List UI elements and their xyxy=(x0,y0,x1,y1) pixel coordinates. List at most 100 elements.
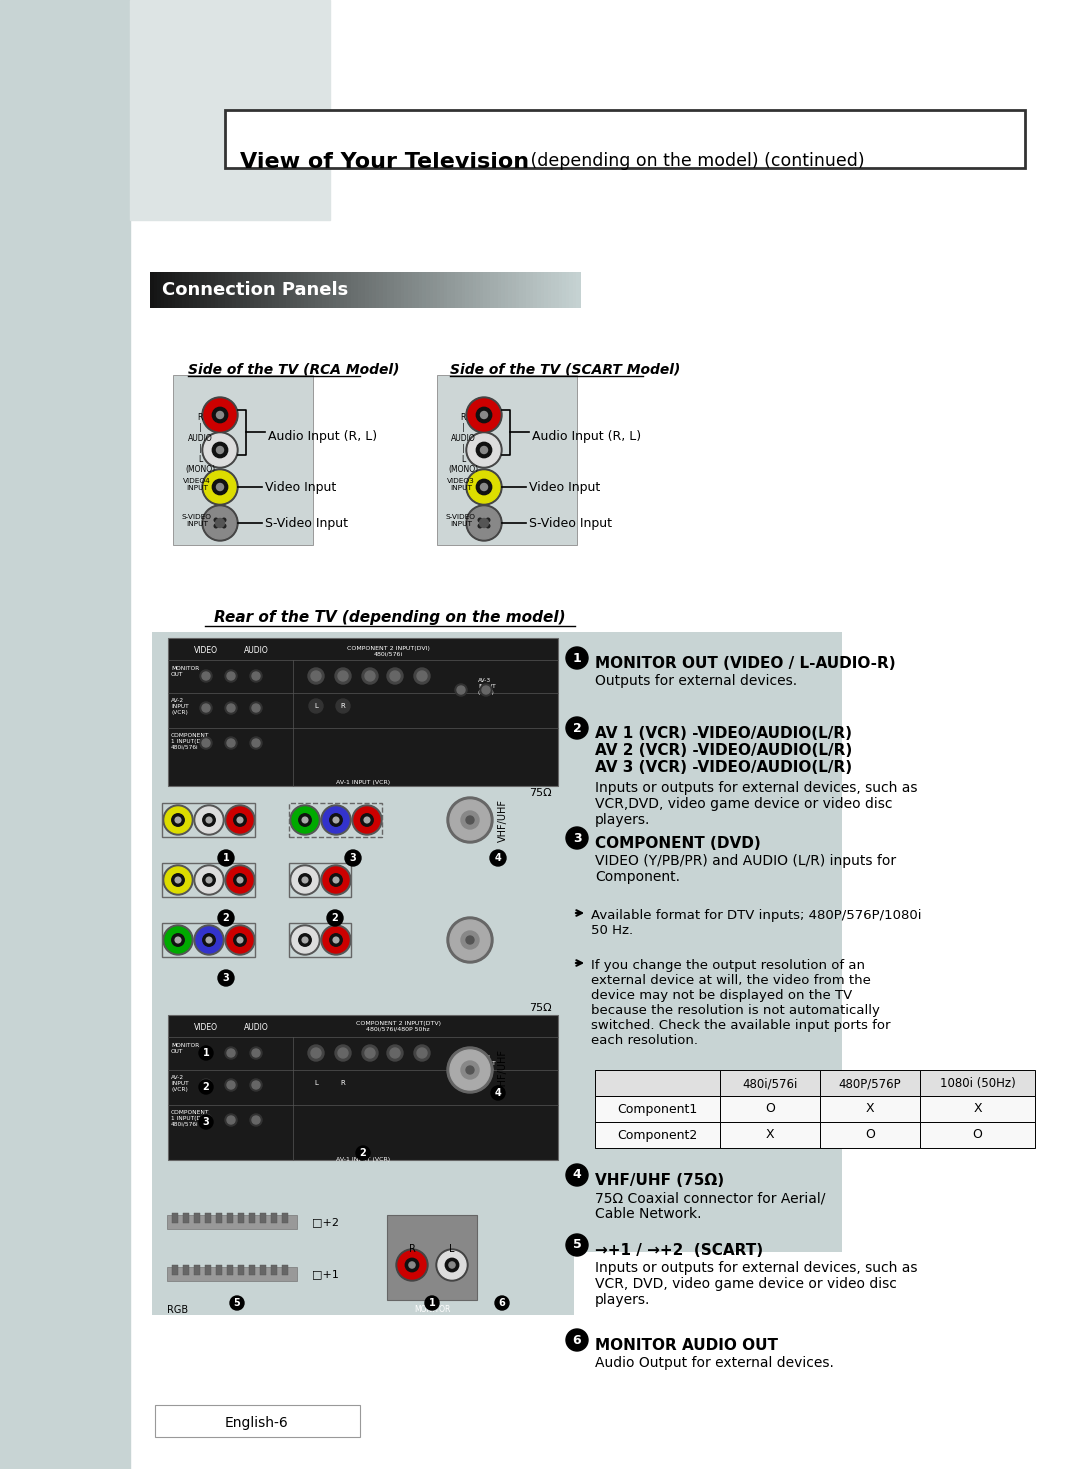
Bar xyxy=(289,804,382,837)
Circle shape xyxy=(165,867,191,893)
Text: MONITOR AUDIO OUT: MONITOR AUDIO OUT xyxy=(595,1338,778,1353)
Text: 1: 1 xyxy=(203,1047,210,1058)
Circle shape xyxy=(199,1115,213,1130)
Bar xyxy=(167,1266,297,1281)
Text: R
|
AUDIO
|
L
(MONO): R | AUDIO | L (MONO) xyxy=(185,413,215,474)
Circle shape xyxy=(468,472,500,502)
Bar xyxy=(526,272,531,308)
Circle shape xyxy=(321,865,351,895)
Bar xyxy=(200,272,205,308)
Circle shape xyxy=(566,646,588,668)
Circle shape xyxy=(249,702,262,714)
Bar xyxy=(249,1213,255,1224)
Bar xyxy=(394,272,399,308)
Circle shape xyxy=(481,483,487,491)
Text: AV-1 INPUT (VCR): AV-1 INPUT (VCR) xyxy=(336,780,390,784)
Circle shape xyxy=(214,524,218,527)
Bar xyxy=(376,272,380,308)
Bar xyxy=(162,862,255,898)
Bar xyxy=(265,272,269,308)
Text: VIDEO (Y/PB/PR) and AUDIO (L/R) inputs for
Component.: VIDEO (Y/PB/PR) and AUDIO (L/R) inputs f… xyxy=(595,853,896,884)
Circle shape xyxy=(465,936,474,945)
Circle shape xyxy=(227,806,253,833)
Bar xyxy=(282,1265,288,1275)
Bar xyxy=(577,272,581,308)
Bar xyxy=(130,0,330,220)
Text: COMPONENT
1 INPUT(DVI)
480i/576i: COMPONENT 1 INPUT(DVI) 480i/576i xyxy=(171,733,210,749)
Circle shape xyxy=(327,909,343,925)
Text: X: X xyxy=(766,1128,774,1141)
Text: 1080i (50Hz): 1080i (50Hz) xyxy=(940,1077,1015,1090)
Circle shape xyxy=(194,925,224,955)
Bar xyxy=(411,272,416,308)
Text: 480P/576P: 480P/576P xyxy=(839,1077,902,1090)
Bar xyxy=(271,1213,276,1224)
Bar xyxy=(469,272,473,308)
Bar xyxy=(186,272,190,308)
Bar xyxy=(216,1213,222,1224)
Circle shape xyxy=(417,1047,427,1058)
Text: VHF/UHF (75Ω): VHF/UHF (75Ω) xyxy=(595,1174,724,1188)
Bar xyxy=(275,272,280,308)
Bar xyxy=(512,272,516,308)
Bar xyxy=(240,272,244,308)
Bar xyxy=(820,1069,920,1096)
Bar xyxy=(164,272,168,308)
Circle shape xyxy=(414,1044,430,1061)
Circle shape xyxy=(461,1061,480,1080)
Bar xyxy=(354,272,359,308)
Circle shape xyxy=(468,433,500,466)
Circle shape xyxy=(414,668,430,685)
Circle shape xyxy=(202,704,210,712)
Circle shape xyxy=(455,685,467,696)
Circle shape xyxy=(218,851,234,867)
Bar xyxy=(215,272,219,308)
Text: AUDIO: AUDIO xyxy=(244,646,268,655)
Circle shape xyxy=(490,851,507,867)
Bar xyxy=(595,1122,720,1147)
Text: O: O xyxy=(973,1128,983,1141)
Bar xyxy=(183,1265,189,1275)
Circle shape xyxy=(476,407,491,423)
Bar xyxy=(194,1265,200,1275)
Bar xyxy=(455,272,459,308)
Bar xyxy=(152,1185,573,1315)
Bar xyxy=(238,1265,244,1275)
Circle shape xyxy=(202,432,238,469)
Circle shape xyxy=(362,668,378,685)
Bar xyxy=(490,272,495,308)
Circle shape xyxy=(299,934,311,946)
Bar xyxy=(519,272,524,308)
Bar xyxy=(221,272,226,308)
Bar xyxy=(562,272,567,308)
Circle shape xyxy=(163,865,193,895)
Text: 75Ω Coaxial connector for Aerial/
Cable Network.: 75Ω Coaxial connector for Aerial/ Cable … xyxy=(595,1191,825,1221)
Circle shape xyxy=(194,805,224,834)
Bar xyxy=(268,272,273,308)
Text: VIDEO3
INPUT: VIDEO3 INPUT xyxy=(447,477,475,491)
Circle shape xyxy=(364,817,369,823)
Bar xyxy=(595,1096,720,1122)
Bar xyxy=(0,0,130,1469)
Circle shape xyxy=(323,927,349,953)
Bar xyxy=(272,272,276,308)
Circle shape xyxy=(321,925,351,955)
Circle shape xyxy=(450,1050,490,1090)
Circle shape xyxy=(390,671,400,682)
Circle shape xyxy=(447,917,492,964)
Circle shape xyxy=(468,400,500,430)
Circle shape xyxy=(362,1044,378,1061)
Circle shape xyxy=(465,1066,474,1074)
Text: S-VIDEO
INPUT: S-VIDEO INPUT xyxy=(446,514,476,526)
Bar xyxy=(153,272,158,308)
Text: 1: 1 xyxy=(572,651,581,664)
Bar xyxy=(168,638,558,786)
Bar xyxy=(211,272,216,308)
Bar xyxy=(541,272,545,308)
Circle shape xyxy=(202,469,238,505)
Bar xyxy=(152,632,573,1252)
Bar xyxy=(294,272,298,308)
Circle shape xyxy=(338,671,348,682)
Bar xyxy=(362,272,366,308)
Text: →+1 / →+2  (SCART): →+1 / →+2 (SCART) xyxy=(595,1243,764,1257)
